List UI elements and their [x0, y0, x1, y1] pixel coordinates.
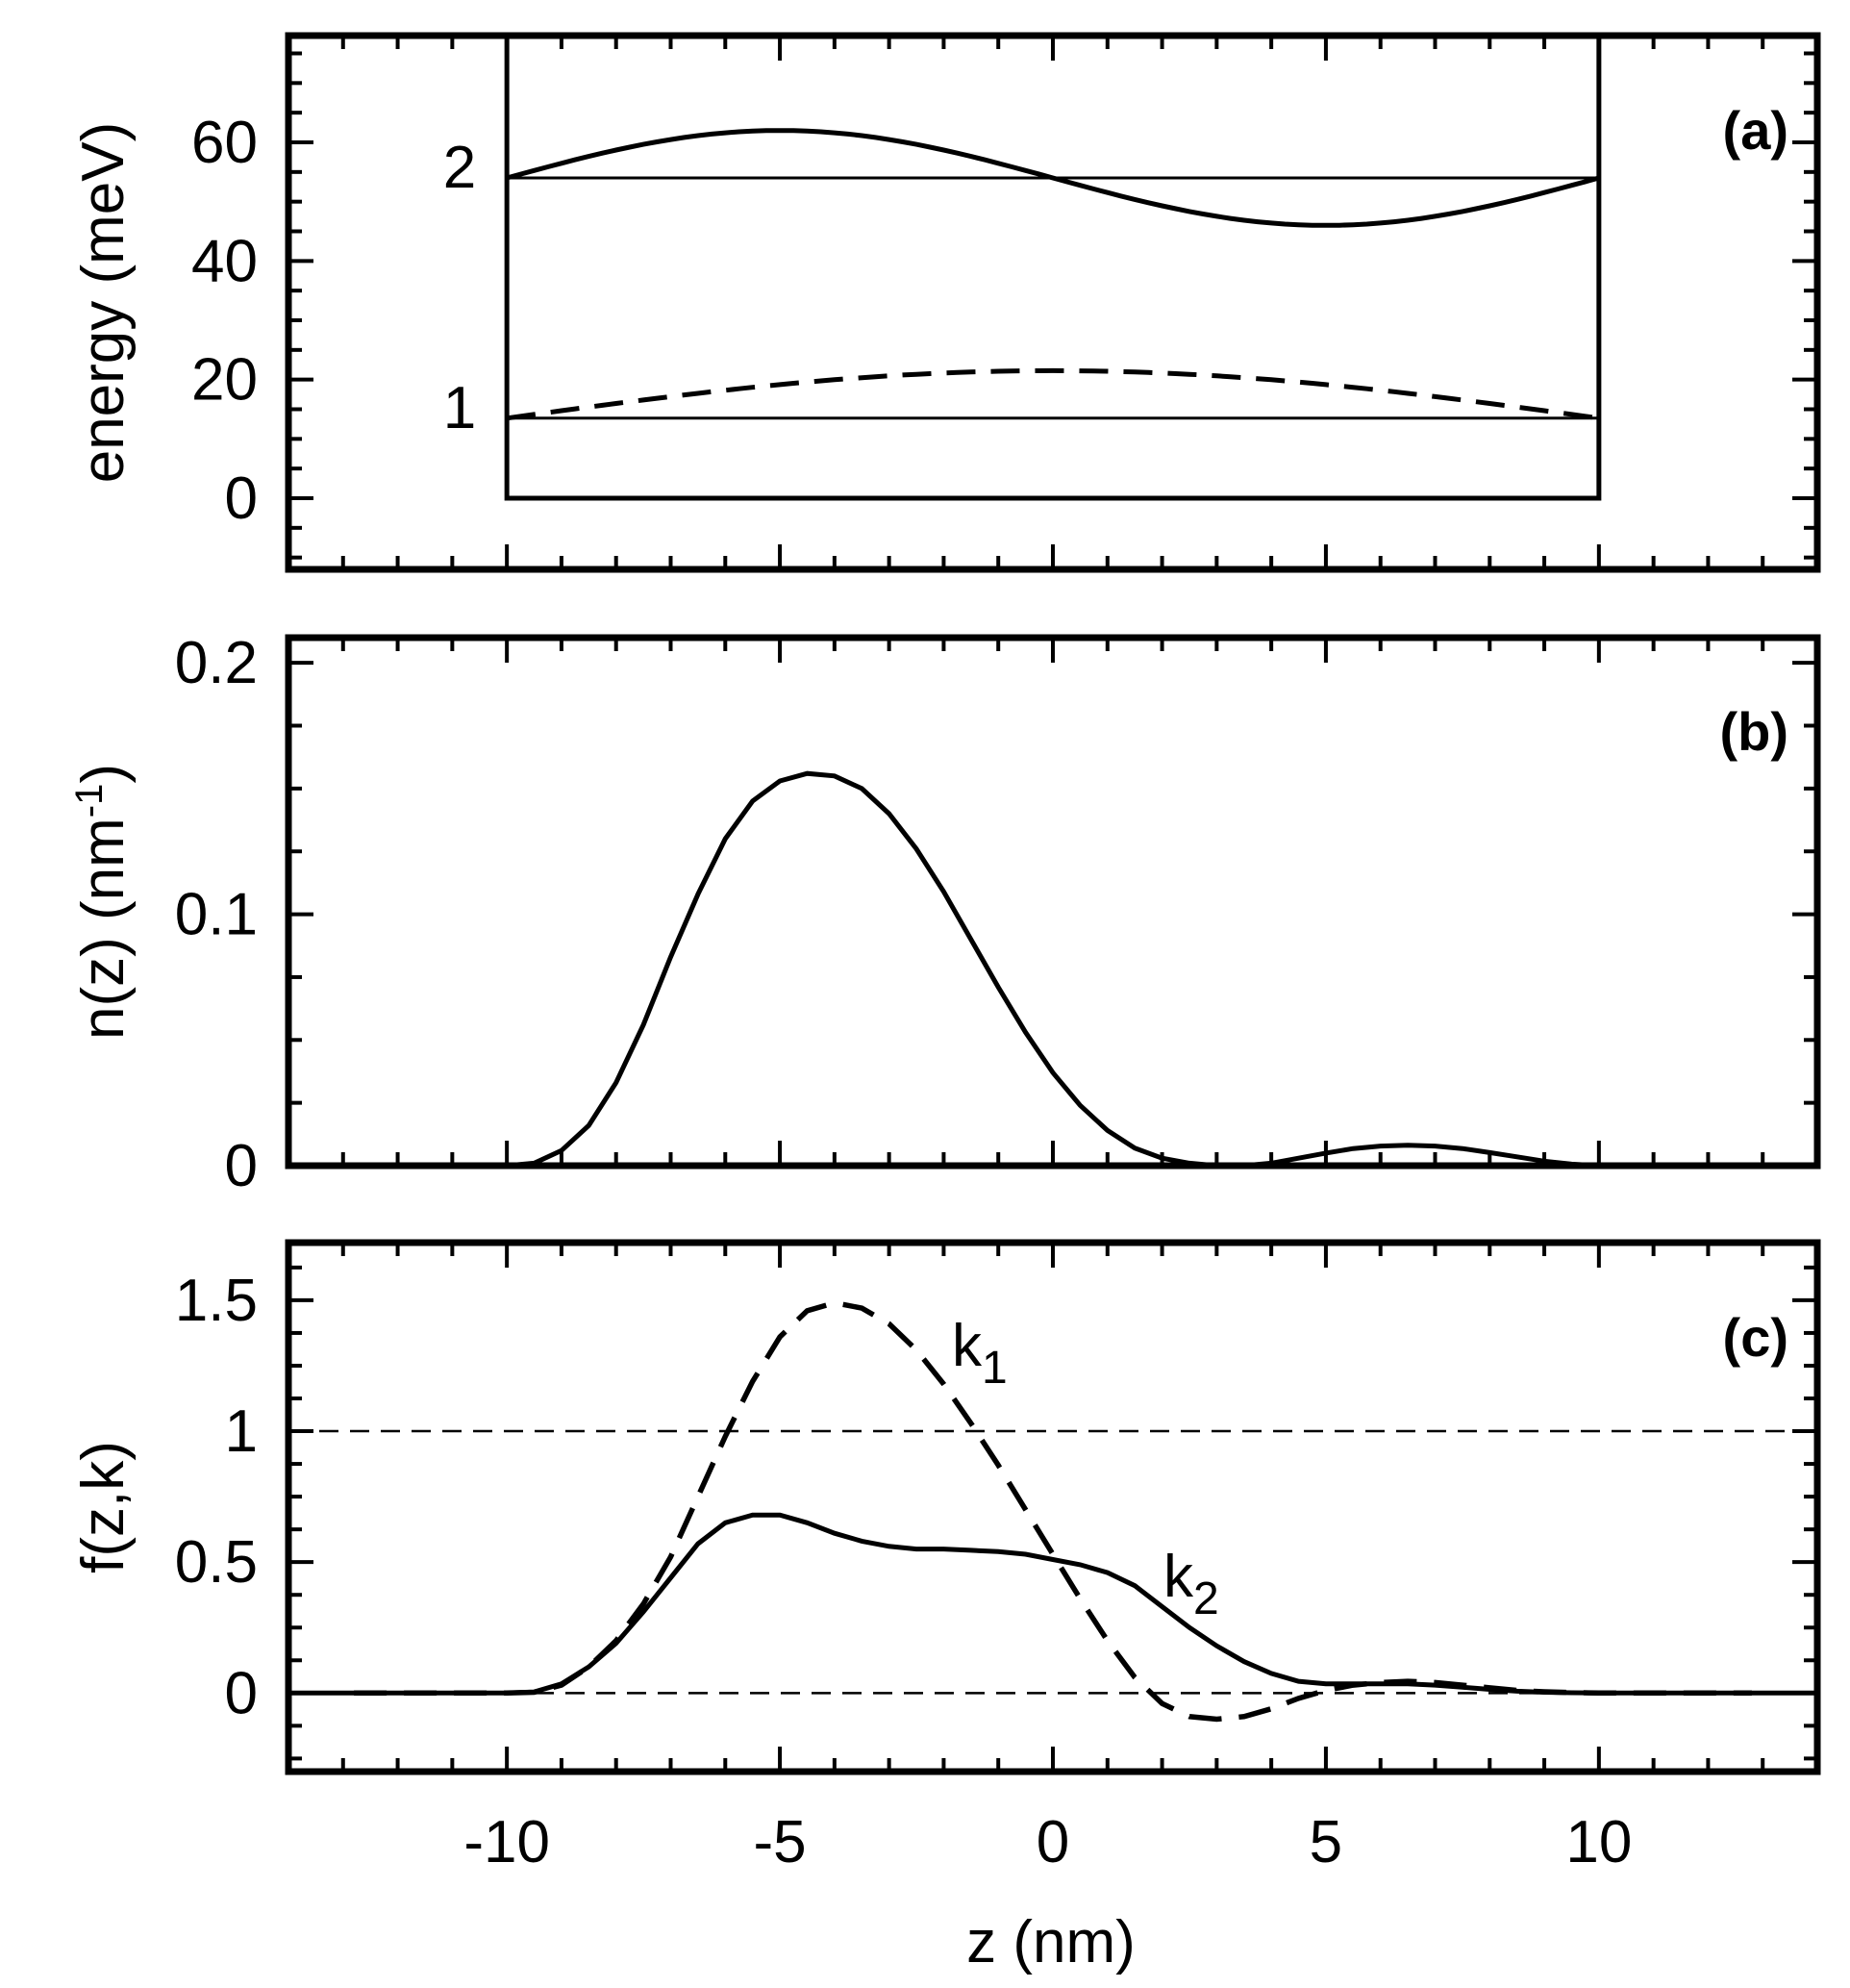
panel-c-xtick-label: 10: [1565, 1809, 1632, 1875]
level-1-label: 1: [443, 375, 476, 441]
panel-c-ytick-label: 1: [225, 1398, 258, 1465]
panel-b-content: [506, 770, 1600, 1169]
panel-b-ytick-label: 0: [225, 1133, 258, 1199]
quantum-well: [504, 36, 1602, 501]
k2-curve: [288, 1512, 1817, 1696]
k2-label-main: k: [1163, 1544, 1194, 1610]
k1-label-main: k: [952, 1313, 983, 1379]
panel-c-content: [288, 1299, 1817, 1723]
panel-b-y-axis-title-sup: -1: [68, 784, 111, 818]
state-2-wavefunction: [506, 128, 1600, 228]
level-2-label: 2: [443, 135, 476, 201]
panel-c: 0 0.5 1 1.5 -10 -5 0 5 10 f(z,k) z (nm) …: [70, 1239, 1821, 1975]
panel-c-xtick-label: -10: [463, 1809, 550, 1875]
density-curve: [506, 770, 1600, 1169]
panel-c-xtick-label: -5: [754, 1809, 807, 1875]
panel-a-ytick-label: 20: [191, 347, 258, 414]
panel-a-label: (a): [1723, 100, 1788, 161]
panel-c-x-axis-title: z (nm): [966, 1909, 1136, 1975]
k2-label-sub: 2: [1193, 1573, 1219, 1624]
panel-b-ytick-label: 0.1: [175, 882, 258, 948]
panel-a-ytick-label: 0: [225, 466, 258, 532]
panel-c-ytick-label: 0.5: [175, 1529, 258, 1596]
panel-c-xtick-label: 0: [1037, 1809, 1069, 1875]
panel-c-label: (c): [1723, 1307, 1788, 1368]
k2-label: k2: [1163, 1544, 1219, 1624]
k1-label: k1: [952, 1313, 1008, 1394]
panel-a: 0 20 40 60 energy (meV) (a) 1 2: [70, 32, 1821, 573]
panel-c-y-axis-title: f(z,k): [70, 1441, 137, 1573]
panel-c-ytick-label: 0: [225, 1660, 258, 1726]
panel-b-y-axis-title-end: ): [70, 764, 137, 784]
panel-a-ticks: [287, 36, 1819, 569]
panel-a-frame: [285, 32, 1821, 573]
state-1-wavefunction: [506, 367, 1600, 421]
panel-b-frame: [285, 634, 1821, 1170]
panel-a-y-axis-title: energy (meV): [70, 122, 137, 484]
panel-c-xtick-label: 5: [1310, 1809, 1342, 1875]
k1-label-sub: 1: [982, 1343, 1008, 1394]
panel-b-label: (b): [1719, 701, 1788, 762]
panel-b-y-axis-title-main: n(z) (nm: [70, 818, 137, 1040]
panel-b-ytick-label: 0.2: [175, 630, 258, 696]
panel-a-ytick-label: 40: [191, 228, 258, 294]
panel-b: 0 0.1 0.2 n(z) (nm-1) (b): [68, 630, 1821, 1199]
panel-a-ytick-label: 60: [191, 110, 258, 176]
panel-b-ticks: [287, 638, 1819, 1168]
panel-b-y-axis-title: n(z) (nm-1): [68, 764, 137, 1040]
panel-a-content: [504, 36, 1602, 501]
panel-c-frame: [285, 1239, 1821, 1775]
panel-c-ytick-label: 1.5: [175, 1268, 258, 1334]
k1-curve: [354, 1299, 1752, 1723]
